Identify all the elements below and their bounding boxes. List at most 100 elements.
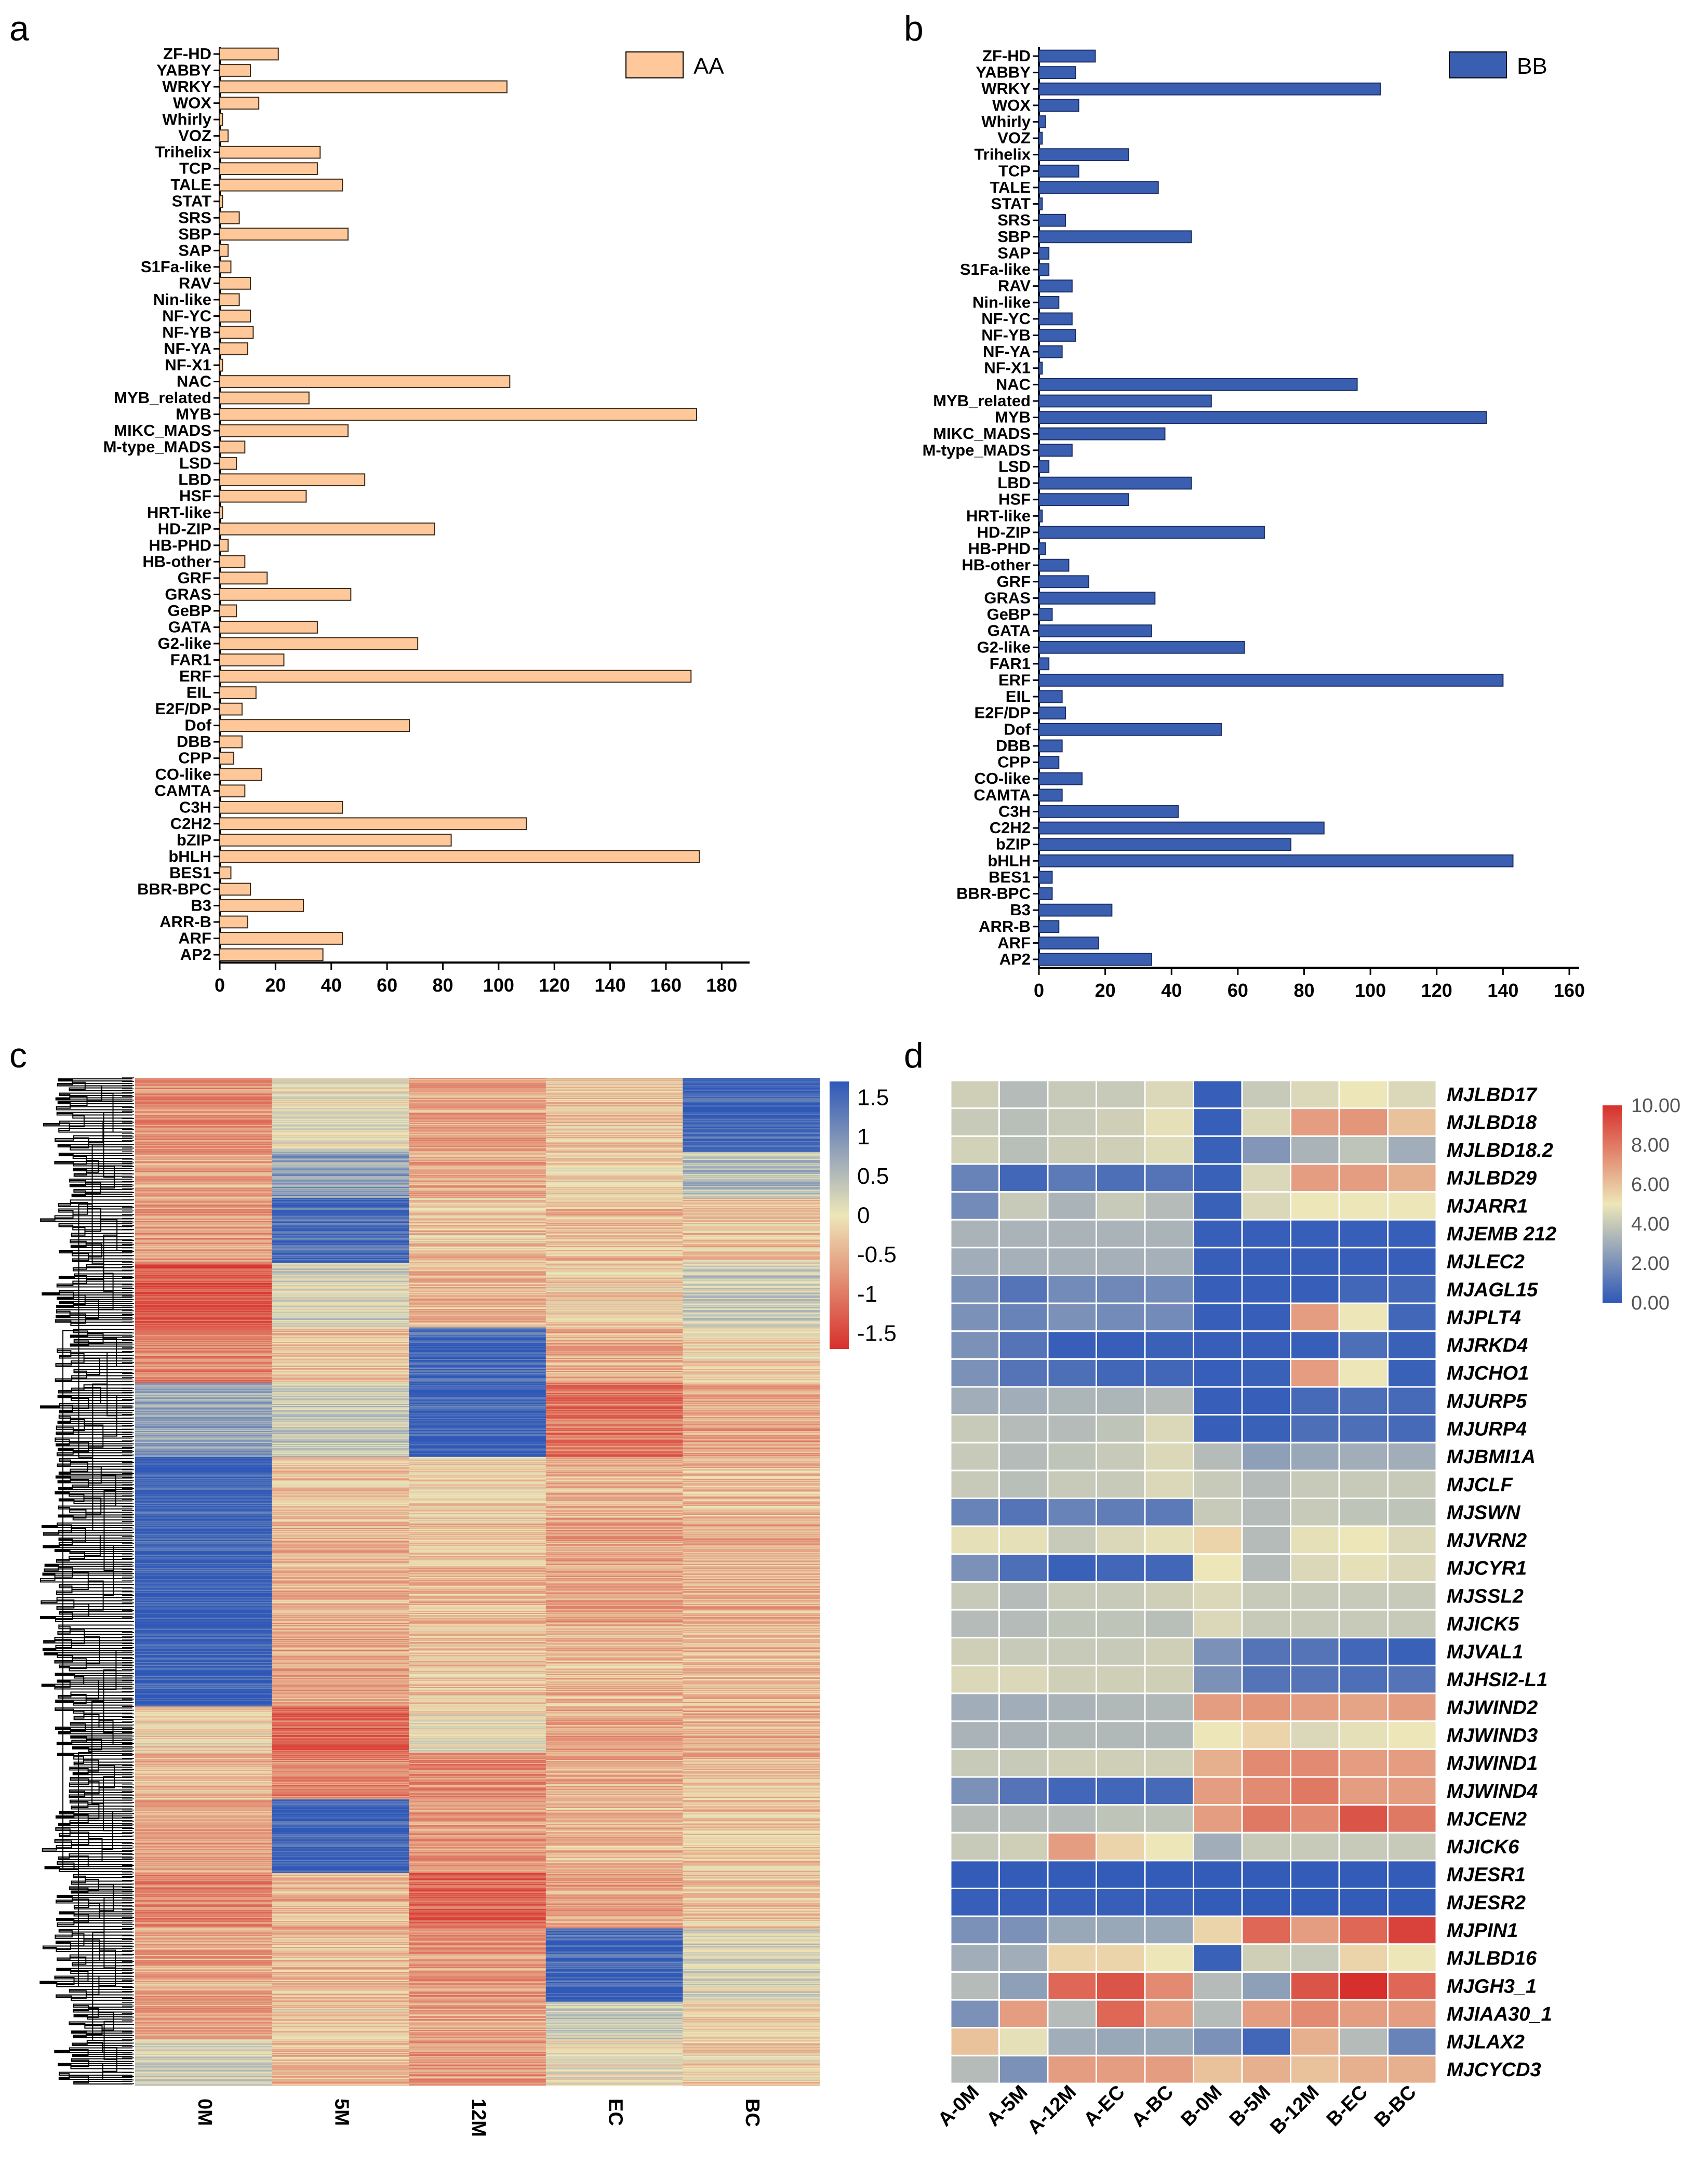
heatmap-c-cell bbox=[409, 1514, 546, 1516]
heatmap-c-cell bbox=[272, 1186, 409, 1187]
heatmap-c-cell bbox=[683, 1334, 820, 1337]
heatmap-c-cell bbox=[545, 1608, 683, 1610]
heatmap-c-cell bbox=[135, 1225, 273, 1227]
heatmap-c-cell bbox=[683, 1366, 820, 1368]
heatmap-c-cell bbox=[135, 1637, 273, 1639]
heatmap-c-cell bbox=[545, 1486, 683, 1488]
heatmap-c-cell bbox=[135, 1166, 273, 1168]
heatmap-c-cell bbox=[683, 1226, 820, 1228]
heatmap-c-cell bbox=[545, 1556, 683, 1558]
dendrogram-branch bbox=[41, 1215, 132, 1221]
heatmap-c-cell bbox=[409, 1363, 546, 1365]
heatmap-c-cell bbox=[272, 1705, 409, 1707]
heatmap-c-cell bbox=[272, 1550, 409, 1552]
heatmap-c-cell bbox=[545, 1579, 683, 1580]
heatmap-c-cell bbox=[409, 1653, 546, 1654]
category-label-bb: B3 bbox=[1010, 901, 1031, 919]
heatmap-c-cell bbox=[409, 1586, 546, 1588]
heatmap-c-cell bbox=[135, 1455, 273, 1458]
heatmap-c-cell bbox=[683, 1490, 820, 1492]
heatmap-c-cell bbox=[272, 1326, 409, 1328]
heatmap-c-cell bbox=[683, 1745, 820, 1747]
heatmap-c-cell bbox=[545, 1570, 683, 1572]
heatmap-c-cell bbox=[683, 1344, 820, 1345]
heatmap-c-cell bbox=[272, 1099, 409, 1101]
heatmap-c-cell bbox=[272, 1427, 409, 1429]
heatmap-c-cell bbox=[409, 1504, 546, 1505]
heatmap-c-cell bbox=[272, 1204, 409, 1205]
category-label-bb: WRKY bbox=[981, 79, 1031, 98]
category-label-bb: GRAS bbox=[984, 589, 1031, 607]
heatmap-c-cell bbox=[409, 1544, 546, 1546]
dendrogram-branch bbox=[70, 1509, 87, 1519]
heatmap-c-cell bbox=[683, 1256, 820, 1258]
heatmap-c-cell bbox=[683, 1729, 820, 1731]
heatmap-c-cell bbox=[135, 1128, 273, 1129]
heatmap-c-cell bbox=[683, 1614, 820, 1615]
heatmap-c-cell bbox=[135, 1795, 273, 1797]
heatmap-c-cell bbox=[135, 1455, 273, 1457]
heatmap-c-cell bbox=[683, 1529, 820, 1530]
heatmap-c-cell bbox=[135, 1730, 273, 1732]
heatmap-c-cell bbox=[683, 1801, 820, 1803]
heatmap-c-cell bbox=[135, 1374, 273, 1376]
heatmap-c-cell bbox=[409, 1247, 546, 1248]
heatmap-c-cell bbox=[409, 1762, 546, 1765]
heatmap-c-cell bbox=[409, 1177, 546, 1178]
heatmap-c-cell bbox=[545, 1741, 683, 1742]
heatmap-c-cell bbox=[272, 1607, 409, 1608]
heatmap-c-cell bbox=[135, 1400, 273, 1402]
heatmap-c-cell bbox=[272, 1607, 409, 1609]
heatmap-c-cell bbox=[545, 1096, 683, 1098]
heatmap-c-cell bbox=[135, 1379, 273, 1381]
category-label-bb: YABBY bbox=[976, 63, 1031, 82]
heatmap-c-cell bbox=[545, 1642, 683, 1644]
heatmap-c-cell bbox=[272, 1738, 409, 1740]
heatmap-c-cell bbox=[135, 1691, 273, 1692]
heatmap-c-cell bbox=[135, 1478, 273, 1479]
heatmap-c-cell bbox=[409, 1574, 546, 1576]
heatmap-c-cell bbox=[545, 1201, 683, 1203]
heatmap-c-cell bbox=[409, 1152, 546, 1153]
heatmap-c-cell bbox=[409, 1303, 546, 1305]
heatmap-c-cell bbox=[272, 1191, 409, 1192]
bar-aa-mikc-mads bbox=[219, 424, 349, 437]
heatmap-c-cell bbox=[409, 1205, 546, 1207]
heatmap-c-cell bbox=[545, 1130, 683, 1132]
dendrogram-branch bbox=[56, 1284, 132, 1288]
category-label-aa: WRKY bbox=[162, 77, 211, 96]
heatmap-c-cell bbox=[272, 1296, 409, 1298]
heatmap-c-cell bbox=[683, 1464, 820, 1466]
heatmap-c-cell bbox=[409, 1354, 546, 1356]
heatmap-c-cell bbox=[683, 1805, 820, 1807]
heatmap-c-cell bbox=[545, 1214, 683, 1216]
dendrogram-branch bbox=[58, 1929, 132, 1933]
heatmap-c-cell bbox=[545, 1368, 683, 1370]
heatmap-c-cell bbox=[683, 1098, 820, 1100]
heatmap-c-cell bbox=[272, 1090, 409, 1091]
heatmap-c-cell bbox=[135, 1376, 273, 1378]
heatmap-c-cell bbox=[409, 1613, 546, 1614]
heatmap-c-cell bbox=[272, 1399, 409, 1401]
heatmap-c-cell bbox=[683, 1479, 820, 1480]
dendrogram-branch bbox=[98, 1884, 114, 1912]
heatmap-c-cell bbox=[683, 1506, 820, 1507]
heatmap-c-cell bbox=[272, 1345, 409, 1346]
heatmap-c-cell bbox=[272, 1083, 409, 1085]
heatmap-c-cell bbox=[272, 1585, 409, 1587]
heatmap-c-cell bbox=[683, 1205, 820, 1207]
heatmap-c-cell bbox=[272, 1210, 409, 1211]
heatmap-c-cell bbox=[683, 1294, 820, 1295]
heatmap-c-cell bbox=[545, 1183, 683, 1185]
heatmap-c-cell bbox=[272, 1402, 409, 1404]
heatmap-c-cell bbox=[409, 1081, 546, 1083]
dendrogram-branch bbox=[55, 1138, 132, 1142]
heatmap-c-cell bbox=[272, 1648, 409, 1650]
heatmap-c-cell bbox=[683, 1699, 820, 1701]
heatmap-c-cell bbox=[135, 1611, 273, 1613]
heatmap-c-cell bbox=[545, 1465, 683, 1467]
heatmap-c-cell bbox=[683, 1404, 820, 1406]
heatmap-c-cell bbox=[135, 1799, 273, 1800]
heatmap-c-cell bbox=[272, 1423, 409, 1425]
heatmap-c-cell bbox=[272, 1676, 409, 1677]
